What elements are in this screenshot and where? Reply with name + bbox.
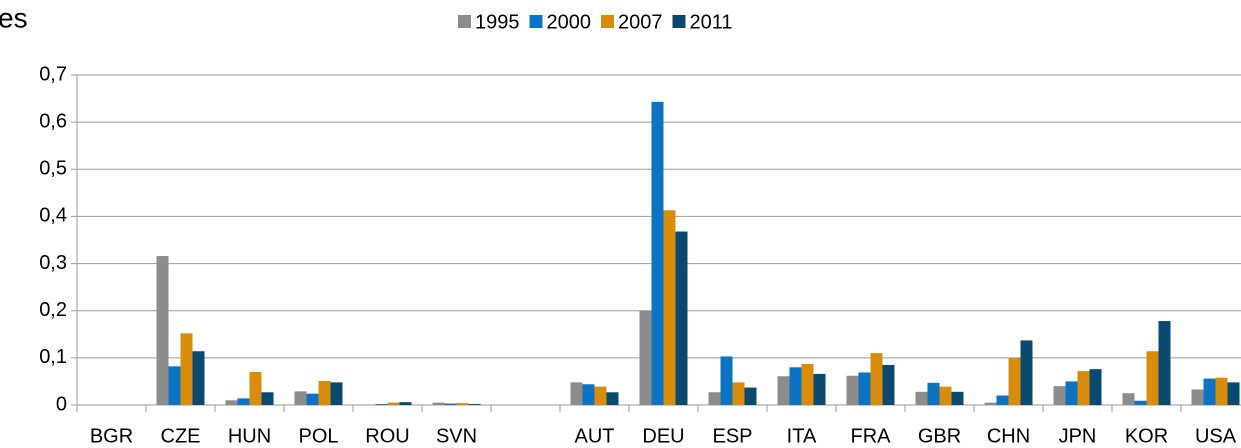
y-tick-label: 0,1	[39, 346, 67, 368]
bar	[951, 391, 964, 405]
bar	[870, 353, 883, 405]
bar	[1008, 357, 1021, 405]
bar	[789, 367, 802, 405]
bar	[939, 386, 952, 405]
bar	[708, 392, 721, 405]
bar	[225, 400, 238, 405]
bar	[249, 372, 262, 405]
y-tick-label: 0,7	[39, 63, 67, 85]
bar	[306, 393, 319, 405]
bar	[1053, 386, 1066, 405]
x-tick-label: BGR	[90, 425, 133, 447]
x-tick-label: AUT	[575, 425, 615, 447]
bar	[915, 391, 928, 405]
x-tick-label: HUN	[228, 425, 271, 447]
bar	[387, 402, 400, 405]
legend-swatch	[458, 15, 471, 28]
x-tick-label: ROU	[365, 425, 409, 447]
x-tick-label: JPN	[1059, 425, 1097, 447]
bar	[663, 210, 676, 405]
chart-title: es	[0, 2, 28, 33]
legend-swatch	[529, 15, 543, 28]
x-tick-label: ITA	[787, 425, 817, 447]
y-tick-label: 0,4	[39, 205, 67, 227]
bar	[732, 382, 745, 405]
bar	[744, 387, 757, 405]
bar	[594, 386, 607, 405]
legend-label: 2011	[690, 11, 733, 33]
x-tick-label: CZE	[161, 425, 201, 447]
bar	[330, 382, 343, 405]
x-tick-label: FRA	[851, 425, 892, 447]
bar	[192, 351, 205, 405]
bar	[813, 373, 826, 405]
bar	[984, 402, 997, 405]
bar	[1203, 378, 1216, 405]
bar	[651, 101, 664, 405]
bar	[1020, 340, 1033, 405]
y-tick-label: 0,3	[39, 252, 67, 274]
bar	[858, 372, 871, 405]
bar	[777, 376, 790, 405]
x-tick-label: POL	[298, 425, 338, 447]
legend-label: 2007	[618, 11, 663, 33]
bar	[639, 310, 652, 405]
bar	[1065, 381, 1078, 405]
legend-swatch	[601, 15, 614, 28]
bar	[156, 256, 169, 405]
bar	[846, 375, 859, 405]
bar	[801, 363, 814, 405]
bar	[675, 231, 688, 405]
legend-label: 1995	[475, 11, 520, 33]
bar	[168, 366, 181, 405]
legend-label: 2000	[547, 11, 592, 33]
y-tick-label: 0,6	[39, 110, 67, 132]
bar	[261, 392, 274, 405]
bar	[294, 391, 307, 405]
y-tick-label: 0	[56, 393, 67, 415]
bar	[468, 404, 481, 405]
bar	[432, 402, 445, 405]
bar	[606, 392, 619, 405]
bar	[1077, 371, 1090, 405]
x-tick-label: CHN	[987, 425, 1030, 447]
bar	[1134, 400, 1147, 405]
bar	[444, 403, 457, 405]
bar	[1122, 393, 1135, 405]
bar	[1146, 351, 1159, 405]
bar	[882, 364, 895, 405]
bar	[927, 382, 940, 405]
x-tick-label: ESP	[712, 425, 752, 447]
x-tick-label: SVN	[436, 425, 477, 447]
bar	[318, 380, 331, 405]
bar	[180, 333, 193, 405]
x-tick-label: DEU	[642, 425, 684, 447]
y-tick-label: 0,5	[39, 158, 67, 180]
bar	[375, 404, 388, 405]
y-tick-label: 0,2	[39, 299, 67, 321]
bar	[720, 356, 733, 405]
bar	[1158, 321, 1171, 405]
bar	[1215, 377, 1228, 405]
bar	[456, 403, 469, 405]
x-tick-label: GBR	[918, 425, 961, 447]
bar	[582, 384, 595, 405]
bar	[1191, 389, 1204, 405]
bar	[399, 402, 412, 405]
bar	[996, 395, 1009, 405]
legend-swatch	[672, 15, 686, 28]
bar	[237, 398, 250, 405]
x-tick-label: KOR	[1125, 425, 1168, 447]
bar	[570, 382, 583, 405]
bar	[1227, 382, 1240, 405]
x-tick-label: USA	[1195, 425, 1237, 447]
bar	[1089, 369, 1102, 405]
